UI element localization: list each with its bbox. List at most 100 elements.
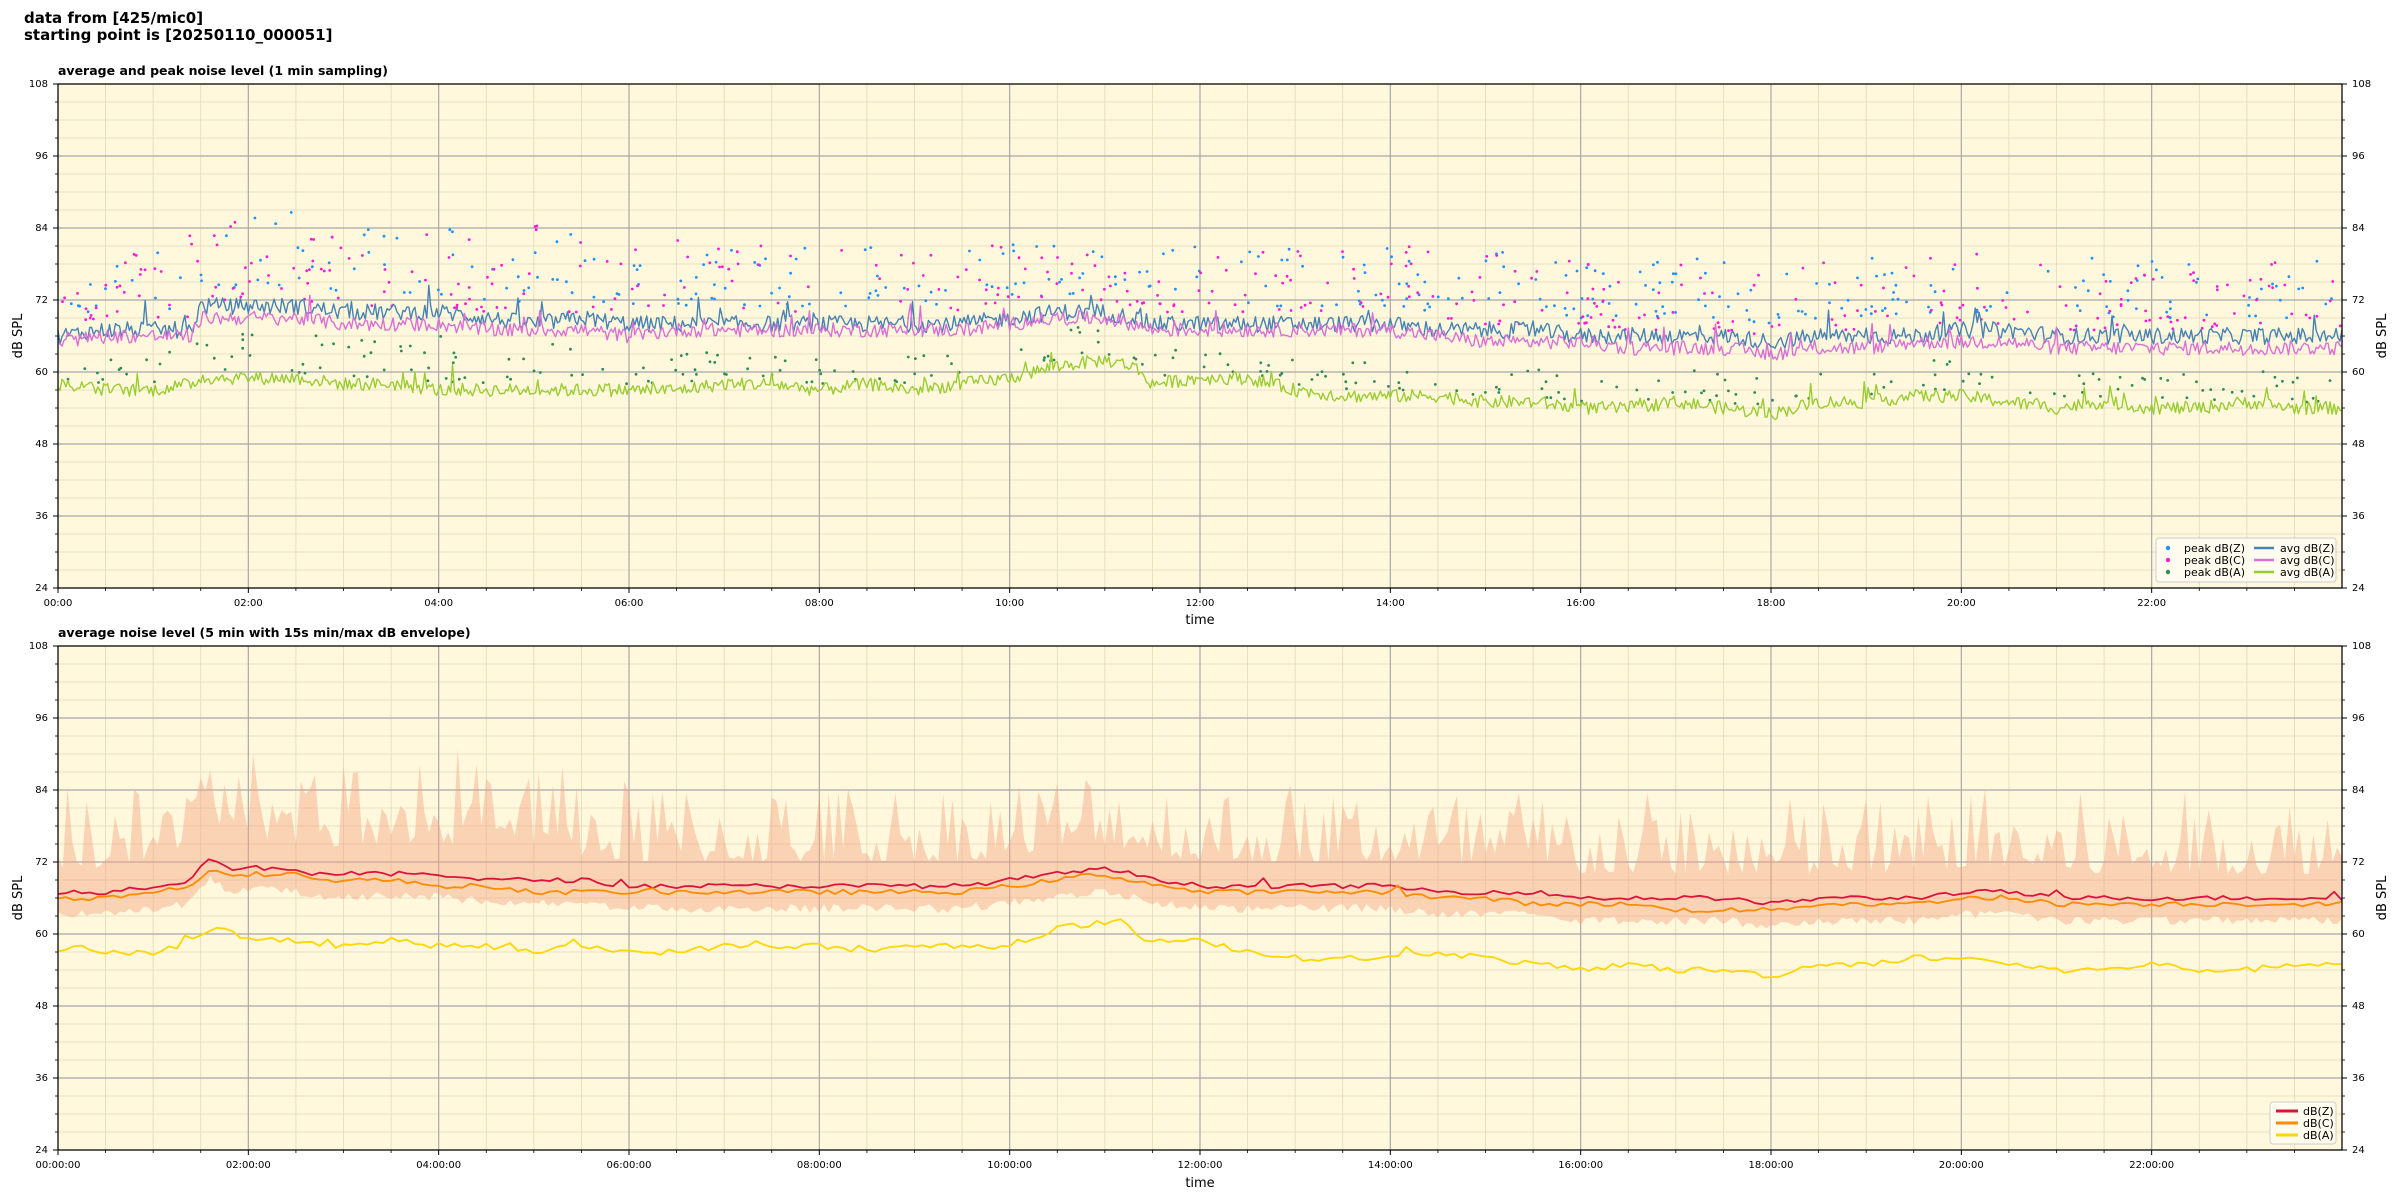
data-point xyxy=(1875,274,1878,278)
data-point xyxy=(399,349,403,353)
data-point xyxy=(605,260,609,263)
data-point xyxy=(1699,276,1702,280)
data-point xyxy=(1822,261,1825,265)
data-point xyxy=(1485,255,1489,258)
y-tick-label: 60 xyxy=(35,929,48,940)
data-point xyxy=(211,294,215,298)
data-point xyxy=(1287,247,1291,251)
data-point xyxy=(423,351,426,355)
plot-marks xyxy=(57,211,2343,421)
y-tick-label: 108 xyxy=(29,641,48,652)
data-point xyxy=(902,286,906,290)
data-point xyxy=(196,259,200,263)
data-point xyxy=(674,368,678,372)
data-point xyxy=(1961,379,1965,383)
data-point xyxy=(2195,280,2198,284)
data-point xyxy=(1852,327,1856,331)
y-tick-label: 24 xyxy=(35,583,48,594)
legend-label: dB(Z) xyxy=(2303,1105,2334,1118)
data-point xyxy=(1933,373,1937,377)
data-point xyxy=(638,264,642,267)
data-point xyxy=(1218,352,1222,356)
data-point xyxy=(997,286,1000,290)
data-point xyxy=(1498,319,1502,323)
data-point xyxy=(1577,321,1581,325)
data-point xyxy=(1785,272,1789,276)
data-point xyxy=(1023,267,1027,271)
data-point xyxy=(625,382,628,386)
y-axis-label-right: dB SPL xyxy=(2375,313,2390,358)
data-point xyxy=(1912,274,1916,278)
data-point xyxy=(746,367,749,371)
data-point xyxy=(1680,283,1683,287)
data-point xyxy=(1280,258,1284,262)
y-tick-label: 48 xyxy=(35,1001,48,1012)
data-point xyxy=(1259,361,1263,365)
data-point xyxy=(266,281,270,285)
data-point xyxy=(2159,316,2162,320)
data-point xyxy=(1487,297,1491,300)
data-point xyxy=(1233,303,1237,307)
data-point xyxy=(556,278,559,281)
data-point xyxy=(1156,294,1159,297)
data-point xyxy=(1904,266,1908,269)
data-point xyxy=(1405,282,1409,286)
data-point xyxy=(1210,289,1214,293)
data-point xyxy=(1927,305,1930,309)
data-point xyxy=(464,302,467,306)
data-point xyxy=(676,297,680,301)
data-point xyxy=(310,265,314,269)
data-point xyxy=(1683,390,1687,394)
data-point xyxy=(968,249,971,253)
data-point xyxy=(1142,301,1146,305)
source-label: data from [425/mic0] xyxy=(24,9,204,27)
data-point xyxy=(2308,316,2312,320)
data-point xyxy=(2248,314,2251,318)
data-point xyxy=(1611,318,1615,322)
x-tick-label: 00:00:00 xyxy=(36,1160,81,1171)
data-point xyxy=(2324,302,2328,306)
x-tick-label: 04:00 xyxy=(424,598,453,609)
data-point xyxy=(1608,284,1612,288)
data-point xyxy=(946,354,949,358)
data-point xyxy=(2201,389,2205,392)
data-point xyxy=(1922,383,1925,387)
data-point xyxy=(2189,273,2193,276)
data-point xyxy=(1945,363,1949,366)
data-point xyxy=(1859,283,1863,287)
data-point xyxy=(267,274,270,277)
data-point xyxy=(318,366,322,370)
data-point xyxy=(2090,256,2094,260)
data-point xyxy=(1864,308,1868,311)
x-tick-label: 20:00 xyxy=(1947,598,1976,609)
data-point xyxy=(551,342,554,346)
data-point xyxy=(1014,282,1017,286)
data-point xyxy=(395,236,399,240)
data-point xyxy=(868,292,872,295)
data-point xyxy=(924,299,928,303)
data-point xyxy=(1643,313,1646,317)
data-point xyxy=(1595,305,1599,308)
data-point xyxy=(1540,387,1544,391)
data-point xyxy=(567,310,571,314)
data-point xyxy=(1407,259,1411,263)
data-point xyxy=(1056,256,1059,259)
y-tick-label: 60 xyxy=(35,367,48,378)
data-point xyxy=(1929,308,1933,312)
data-point xyxy=(1814,316,1817,320)
data-point xyxy=(1006,295,1010,298)
x-tick-label: 18:00:00 xyxy=(1749,1160,1794,1171)
y-tick-label: 72 xyxy=(35,857,48,868)
data-point xyxy=(482,309,486,313)
data-point xyxy=(1243,293,1247,297)
data-point xyxy=(619,262,623,266)
data-point xyxy=(1975,308,1979,312)
data-point xyxy=(440,292,443,296)
data-point xyxy=(689,297,693,301)
data-point xyxy=(522,292,526,296)
data-point xyxy=(714,260,718,264)
data-point xyxy=(1285,274,1289,278)
data-point xyxy=(1113,275,1117,279)
data-point xyxy=(1478,276,1482,279)
data-point xyxy=(2126,289,2130,293)
